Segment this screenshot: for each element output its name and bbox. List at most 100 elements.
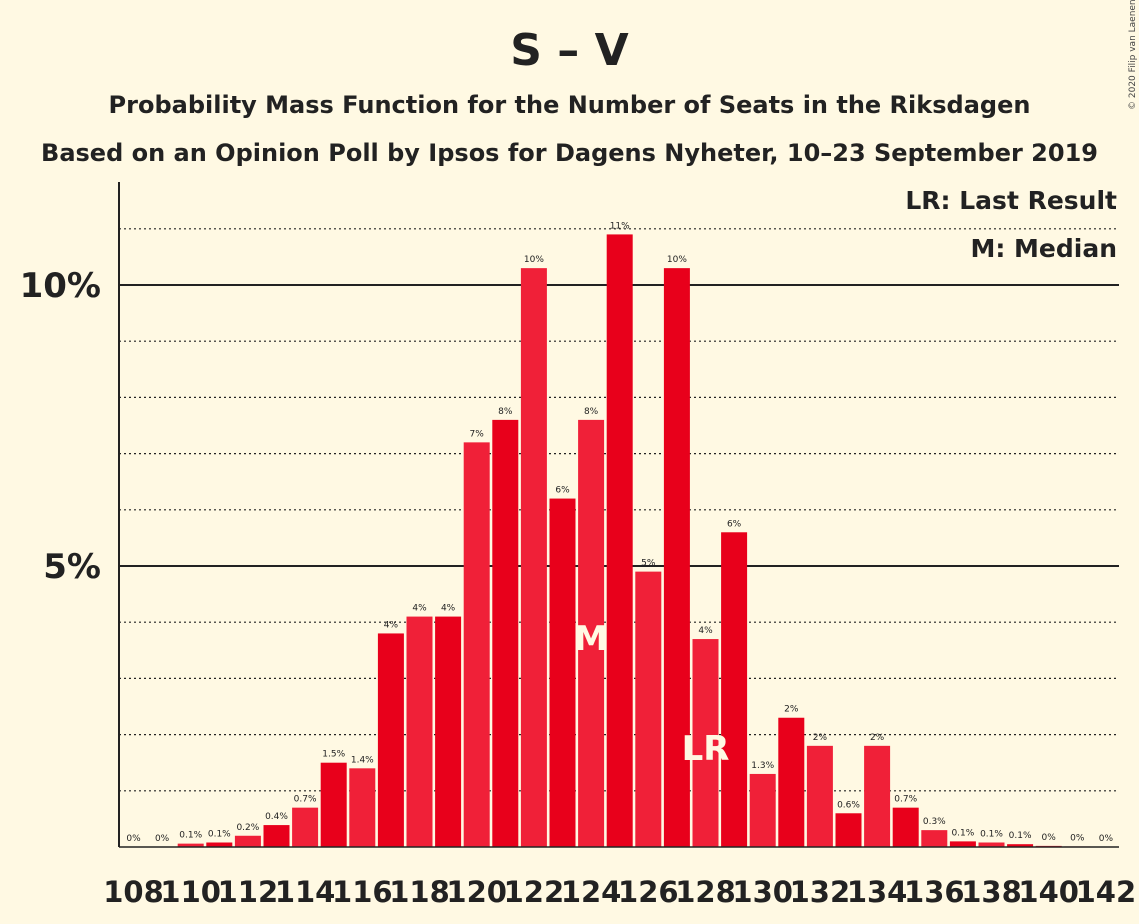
- data-label-seat-123: 6%: [555, 486, 570, 496]
- x-tick-label: 116: [332, 875, 393, 909]
- bar-seat-110: [177, 843, 204, 847]
- x-tick-label: 122: [504, 875, 565, 909]
- data-label-seat-129: 6%: [727, 519, 742, 529]
- legend-last-result: LR: Last Result: [905, 186, 1117, 215]
- data-label-seat-120: 7%: [470, 429, 485, 439]
- data-label-seat-137: 0.1%: [951, 828, 974, 838]
- bar-seat-127: [663, 268, 690, 847]
- data-label-seat-121: 8%: [498, 407, 513, 417]
- bar-seat-137: [949, 841, 976, 847]
- bar-seat-134: [864, 745, 891, 847]
- data-label-seat-142: 0%: [1099, 834, 1114, 844]
- x-tick-label: 138: [961, 875, 1022, 909]
- data-label-seat-139: 0.1%: [1009, 831, 1032, 841]
- bar-seat-129: [721, 532, 748, 847]
- data-label-seat-118: 4%: [412, 604, 427, 614]
- x-tick-label: 130: [732, 875, 793, 909]
- x-tick-label: 114: [275, 875, 336, 909]
- last-result-marker: LR: [682, 729, 730, 769]
- x-tick-label: 142: [1076, 875, 1137, 909]
- x-tick-label: 136: [904, 875, 965, 909]
- y-tick-label: 5%: [43, 547, 101, 587]
- x-tick-label: 132: [790, 875, 851, 909]
- data-label-seat-108: 0%: [126, 834, 141, 844]
- data-label-seat-141: 0%: [1070, 833, 1085, 843]
- data-label-seat-119: 4%: [441, 604, 456, 614]
- data-label-seat-127: 10%: [667, 255, 687, 265]
- data-label-seat-140: 0%: [1042, 833, 1057, 843]
- median-marker: M: [574, 619, 608, 659]
- data-label-seat-116: 1.4%: [351, 755, 374, 765]
- bar-seat-135: [892, 807, 919, 847]
- bar-seat-113: [263, 825, 290, 847]
- bar-seat-122: [520, 268, 547, 847]
- y-tick-labels: 5% 10%: [20, 266, 101, 587]
- x-tick-label: 140: [1018, 875, 1079, 909]
- legend-median: M: Median: [970, 234, 1117, 263]
- x-tick-label: 118: [389, 875, 450, 909]
- bar-seat-116: [349, 768, 376, 847]
- x-tick-label: 112: [218, 875, 279, 909]
- data-label-seat-113: 0.4%: [265, 812, 288, 822]
- bars: [177, 234, 1091, 848]
- data-label-seat-138: 0.1%: [980, 830, 1003, 840]
- bar-seat-119: [435, 616, 462, 847]
- data-label-seat-124: 8%: [584, 407, 599, 417]
- bar-seat-120: [463, 442, 490, 847]
- x-tick-labels: 1081101121141161181201221241261281301321…: [103, 875, 1136, 909]
- bar-seat-121: [492, 419, 519, 847]
- x-tick-label: 128: [675, 875, 736, 909]
- data-label-seat-111: 0.1%: [208, 830, 231, 840]
- data-label-seat-117: 4%: [384, 620, 399, 630]
- data-labels: 0% 0% 0.1% 0.1% 0.2% 0.4% 0.7% 1.5% 1.4% 4% 4% 4% 7%…: [126, 221, 1113, 844]
- data-label-seat-132: 2%: [813, 733, 828, 743]
- data-label-seat-115: 1.5%: [322, 750, 345, 760]
- bar-seat-124: [578, 419, 605, 847]
- bar-seat-118: [406, 616, 433, 847]
- bar-seat-139: [1007, 844, 1034, 847]
- x-tick-label: 110: [160, 875, 221, 909]
- bar-seat-123: [549, 498, 576, 847]
- markers: M LR: [574, 619, 729, 769]
- bar-seat-132: [806, 745, 833, 847]
- x-tick-label: 134: [847, 875, 908, 909]
- x-tick-label: 108: [103, 875, 164, 909]
- data-label-seat-136: 0.3%: [923, 817, 946, 827]
- bar-seat-117: [377, 633, 404, 847]
- chart-title: S – V: [510, 25, 628, 76]
- data-label-seat-130: 1.3%: [751, 761, 774, 771]
- chart-subtitle: Probability Mass Function for the Number…: [109, 91, 1031, 119]
- bar-seat-138: [978, 842, 1005, 847]
- bar-seat-136: [921, 830, 948, 847]
- data-label-seat-131: 2%: [784, 705, 799, 715]
- bar-seat-112: [234, 835, 261, 847]
- bar-seat-125: [606, 234, 633, 848]
- bar-seat-114: [292, 807, 319, 847]
- x-tick-label: 120: [446, 875, 507, 909]
- data-label-seat-134: 2%: [870, 733, 885, 743]
- data-label-seat-122: 10%: [524, 255, 544, 265]
- data-label-seat-110: 0.1%: [179, 831, 202, 841]
- y-tick-label: 10%: [20, 266, 101, 306]
- bar-seat-130: [749, 773, 776, 847]
- data-label-seat-112: 0.2%: [236, 823, 259, 833]
- data-label-seat-125: 11%: [610, 221, 630, 231]
- bar-seat-126: [635, 571, 662, 847]
- bar-seat-111: [206, 842, 233, 847]
- data-label-seat-109: 0%: [155, 834, 170, 844]
- copyright-note: © 2020 Filip van Laenen: [1128, 0, 1138, 110]
- data-label-seat-114: 0.7%: [294, 795, 317, 805]
- bar-seat-133: [835, 813, 862, 847]
- bar-seat-115: [320, 762, 347, 847]
- bar-seat-128: [692, 639, 719, 847]
- x-tick-label: 126: [618, 875, 679, 909]
- chart-subtitle-source: Based on an Opinion Poll by Ipsos for Da…: [41, 139, 1098, 167]
- data-label-seat-126: 5%: [641, 559, 656, 569]
- data-label-seat-133: 0.6%: [837, 800, 860, 810]
- bar-seat-131: [778, 717, 805, 847]
- data-label-seat-135: 0.7%: [894, 795, 917, 805]
- x-tick-label: 124: [561, 875, 622, 909]
- data-label-seat-128: 4%: [698, 626, 713, 636]
